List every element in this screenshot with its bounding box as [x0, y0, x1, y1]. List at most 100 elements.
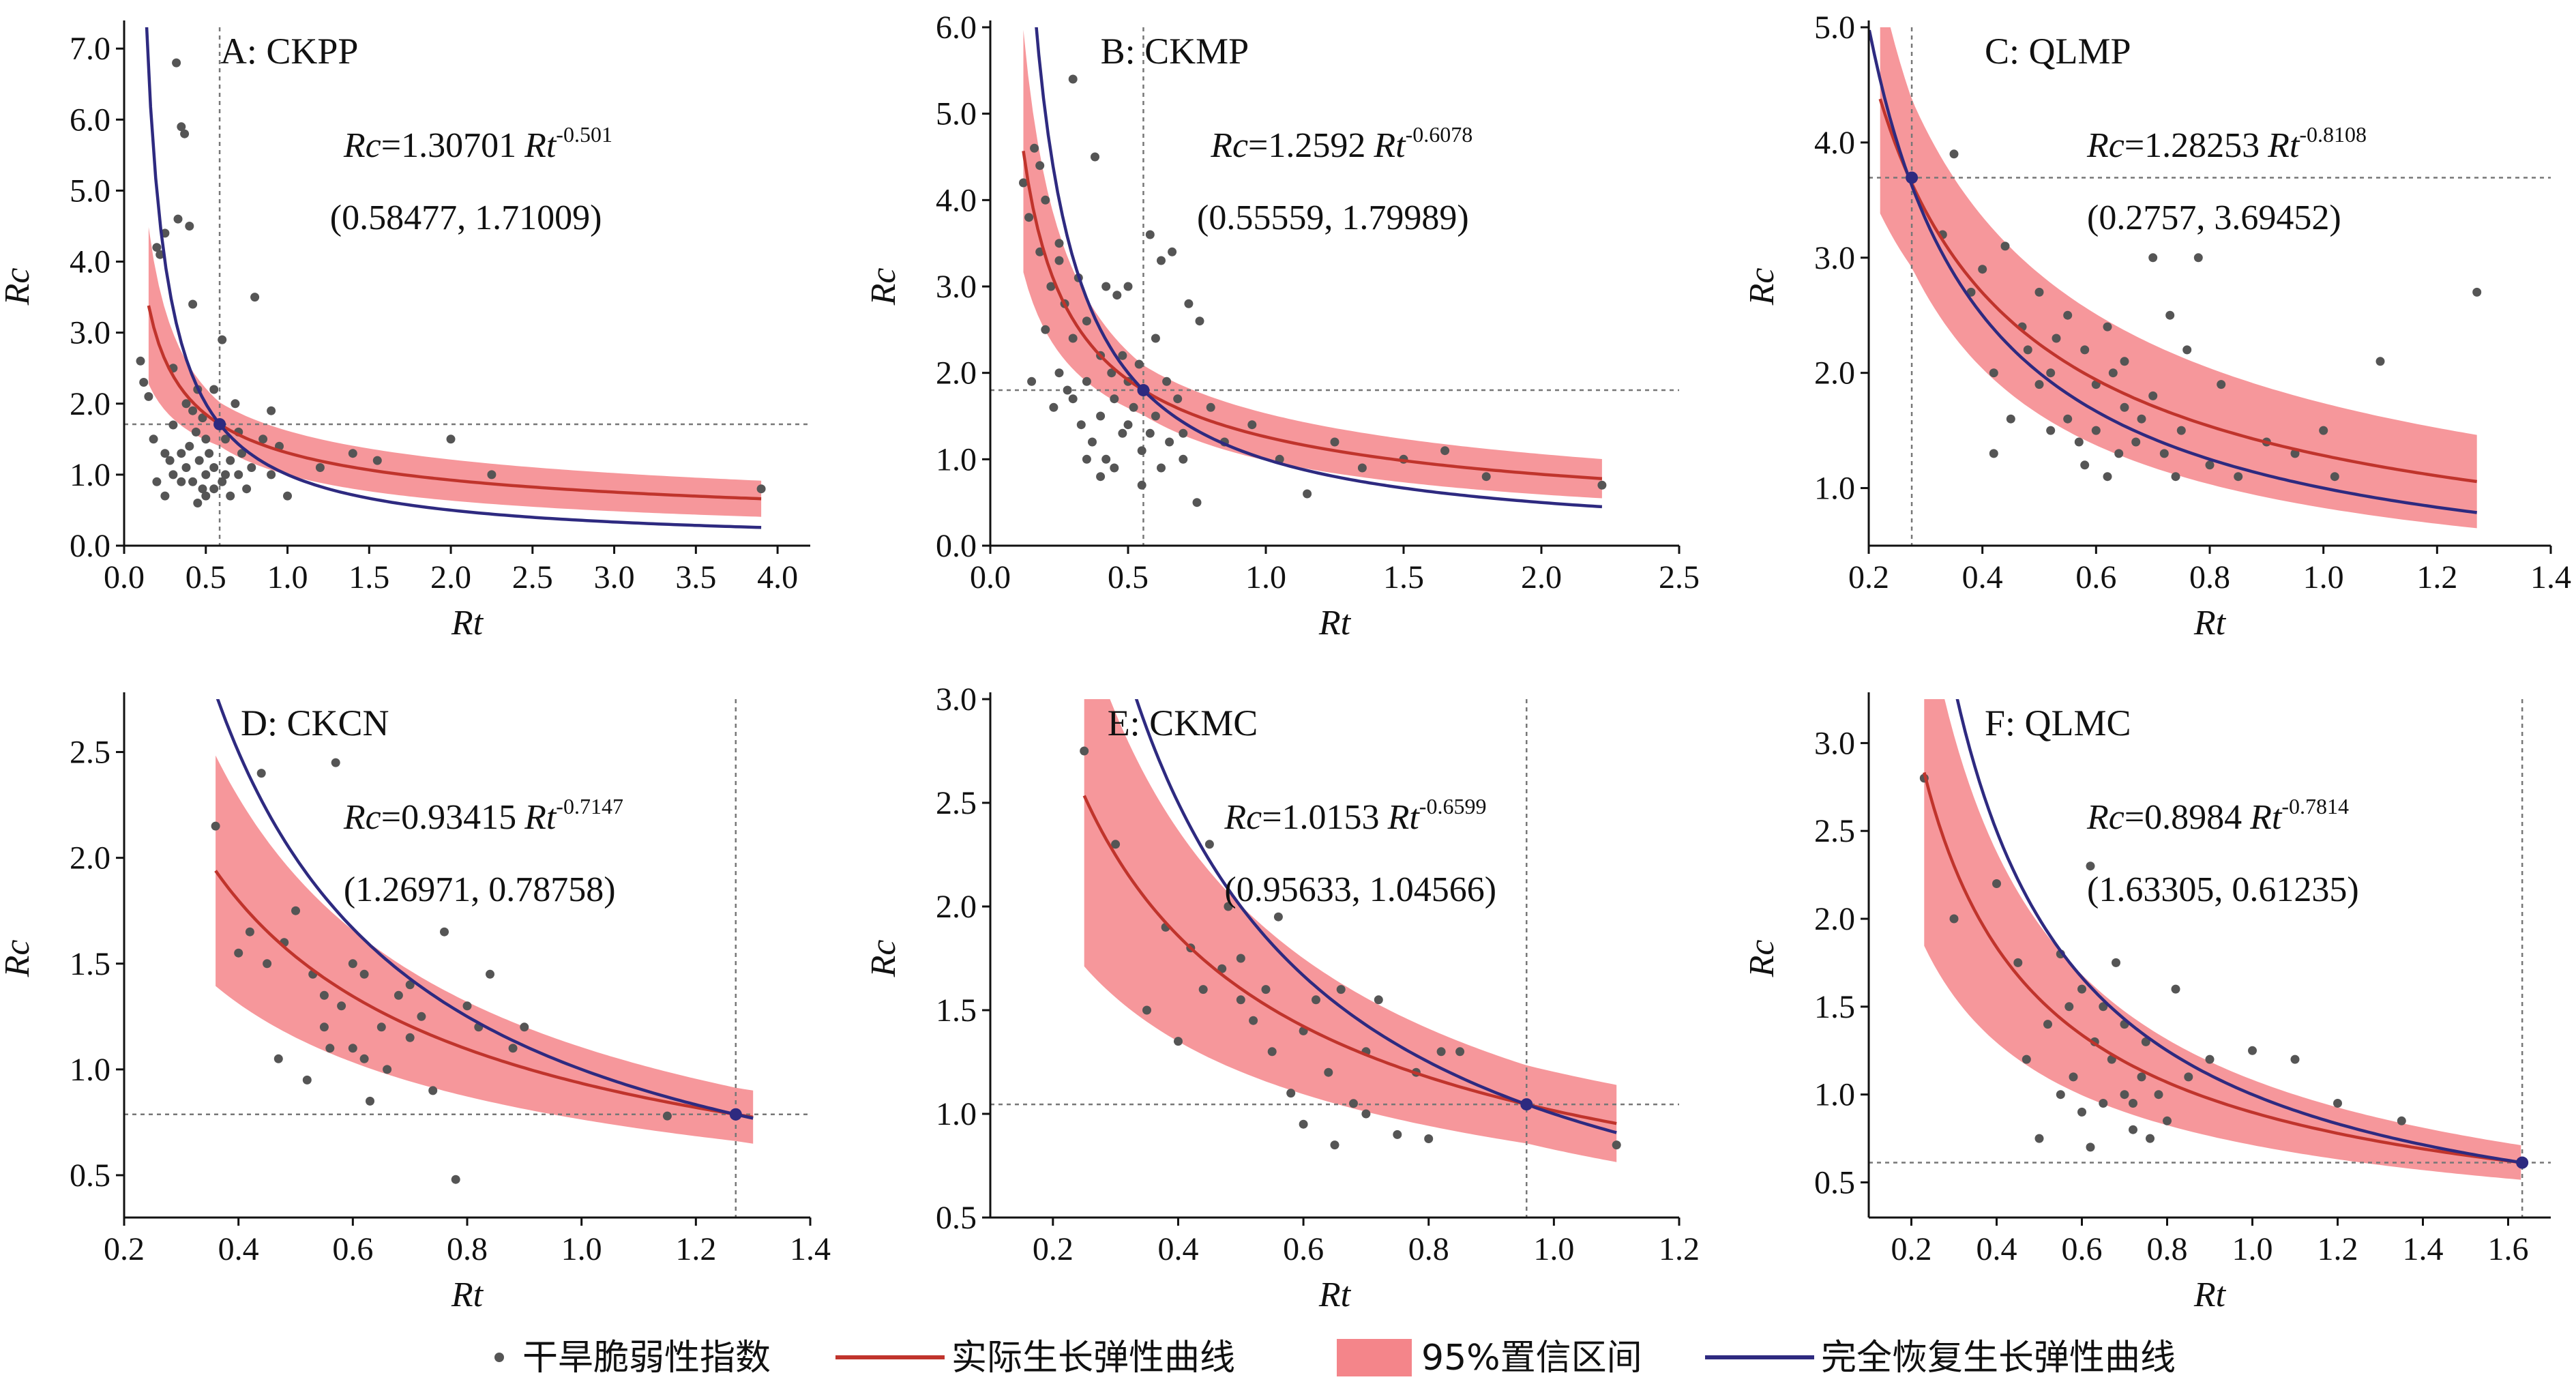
y-tick-label: 1.0	[936, 1096, 977, 1132]
eq-coef: =1.0153	[1262, 798, 1379, 837]
data-point	[2319, 426, 2328, 435]
y-tick-label: 2.5	[70, 735, 110, 771]
data-point	[245, 927, 254, 937]
y-tick-label: 6.0	[936, 10, 977, 46]
intersection-marker	[1520, 1098, 1533, 1111]
data-point	[348, 1044, 357, 1053]
y-tick-label: 5.0	[70, 173, 110, 209]
data-point	[218, 335, 227, 344]
data-point	[1137, 446, 1146, 456]
x-axis-label: Rt	[2193, 1276, 2227, 1314]
plot-area	[124, 27, 810, 546]
plot-area	[1869, 27, 2551, 546]
data-point	[1179, 454, 1188, 464]
data-point	[348, 959, 357, 969]
eq-rc: Rc	[1210, 126, 1248, 165]
data-point	[1978, 265, 1987, 274]
ci-band	[1880, 27, 2477, 529]
data-point	[2043, 1020, 2052, 1029]
data-point	[1247, 420, 1257, 430]
y-tick-label: 3.0	[936, 269, 977, 305]
data-point	[1096, 411, 1106, 421]
y-axis-label: Rc	[1743, 940, 1781, 978]
data-point	[2064, 1002, 2074, 1012]
data-point	[2182, 345, 2192, 355]
data-point	[177, 477, 186, 486]
legend-actual-label: 实际生长弹性曲线	[951, 1338, 1235, 1378]
data-point	[1054, 256, 1064, 265]
eq-exponent: -0.8108	[2299, 122, 2367, 147]
x-tick-label: 2.0	[430, 559, 471, 595]
panel-title: E: CKMC	[1108, 703, 1258, 743]
eq-coef: =1.30701	[381, 126, 516, 165]
y-tick-label: 2.0	[936, 355, 977, 392]
ci-band	[1924, 699, 2521, 1180]
x-tick-label: 0.0	[104, 559, 145, 595]
data-point	[1096, 472, 1106, 482]
data-point	[1134, 359, 1144, 369]
data-point	[231, 399, 240, 409]
data-point	[2063, 414, 2073, 424]
data-point	[405, 980, 415, 990]
data-point	[181, 463, 191, 472]
data-point	[1112, 291, 1122, 300]
data-point	[1035, 161, 1045, 171]
data-point	[173, 214, 183, 224]
data-point	[1336, 985, 1346, 994]
legend: 干旱脆弱性指数 实际生长弹性曲线 95%置信区间 完全恢复生长弹性曲线	[494, 1338, 2176, 1378]
y-tick-label: 6.0	[70, 102, 110, 138]
data-point	[2154, 1090, 2163, 1100]
points	[1938, 149, 2482, 482]
y-axis-label: Rc	[1743, 268, 1781, 306]
data-point	[2022, 1055, 2031, 1064]
eq-coef: =0.93415	[381, 798, 516, 837]
eq-rt: Rt	[2249, 798, 2283, 837]
panel-title: F: QLMC	[1985, 703, 2131, 743]
data-point	[1261, 985, 1271, 994]
full-recovery-curve	[216, 699, 754, 1120]
x-tick-label: 1.0	[1245, 559, 1286, 595]
data-point	[1137, 480, 1146, 490]
data-point	[1041, 325, 1050, 334]
eq-rt: Rt	[1373, 126, 1406, 165]
data-point	[1157, 256, 1166, 265]
intersection-label: (0.58477, 1.71009)	[330, 198, 602, 237]
data-point	[234, 470, 243, 480]
plot-area	[990, 699, 1679, 1218]
data-point	[1192, 498, 1202, 507]
eq-rt: Rt	[2267, 126, 2300, 165]
data-point	[1082, 377, 1091, 386]
data-point	[451, 1175, 460, 1184]
data-point	[1989, 368, 1998, 378]
data-point	[2006, 414, 2015, 424]
full-recovery-curve	[1955, 699, 2521, 1164]
data-point	[462, 1001, 472, 1011]
data-point	[405, 1033, 415, 1042]
y-tick-label: 4.0	[1814, 125, 1855, 161]
y-tick-label: 3.0	[936, 681, 977, 718]
panel-title: D: CKCN	[241, 703, 389, 743]
data-point	[181, 399, 191, 409]
intersection-label: (1.63305, 0.61235)	[2087, 870, 2359, 909]
y-tick-label: 2.0	[1814, 901, 1855, 937]
actual-curve	[147, 305, 762, 501]
x-tick-label: 1.4	[790, 1231, 831, 1267]
data-point	[1330, 437, 1339, 447]
data-point	[1236, 954, 1245, 963]
data-point	[1455, 1047, 1465, 1057]
eq-coef: =0.8984	[2125, 798, 2242, 837]
eq-exponent: -0.7814	[2281, 794, 2349, 819]
data-point	[1111, 840, 1121, 849]
data-point	[2120, 1090, 2129, 1100]
y-tick-label: 1.5	[70, 946, 110, 982]
data-point	[1357, 463, 1367, 473]
data-point	[2290, 1055, 2300, 1064]
data-point	[168, 420, 178, 430]
data-point	[194, 456, 204, 465]
y-tick-label: 1.5	[1814, 989, 1855, 1025]
fit-equation: Rc=0.93415 Rt-0.7147	[343, 794, 623, 837]
eq-exponent: -0.501	[556, 122, 612, 147]
data-point	[1236, 995, 1245, 1005]
eq-rt: Rt	[524, 798, 557, 837]
